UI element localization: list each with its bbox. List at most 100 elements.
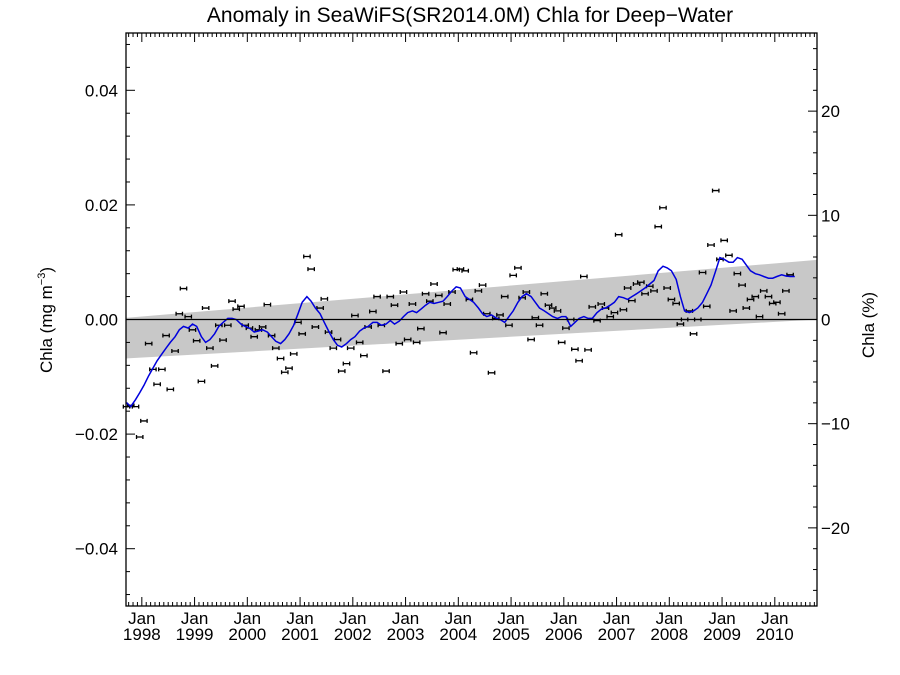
data-point — [210, 363, 219, 368]
data-point — [228, 299, 236, 304]
data-point — [303, 254, 311, 259]
data-point — [777, 311, 786, 316]
data-point — [192, 338, 201, 343]
data-point — [636, 280, 645, 285]
data-point — [386, 294, 395, 299]
data-point — [514, 265, 522, 270]
data-point — [263, 302, 272, 307]
data-point — [509, 273, 518, 278]
x-tick-label-year: 2006 — [545, 625, 583, 644]
data-point — [597, 302, 606, 307]
data-point — [527, 337, 535, 342]
data-point — [535, 323, 544, 328]
data-point — [337, 369, 346, 374]
x-tick-label-month: Jan — [392, 609, 419, 628]
x-tick-label-month: Jan — [656, 609, 683, 628]
data-point — [390, 303, 399, 308]
data-point — [171, 349, 179, 354]
data-point — [702, 304, 711, 309]
data-point — [500, 294, 509, 299]
data-point — [355, 340, 364, 345]
data-point — [733, 271, 742, 276]
x-tick-label-year: 2010 — [756, 625, 794, 644]
data-point — [751, 294, 760, 299]
data-point — [659, 205, 667, 210]
x-tick-label-month: Jan — [708, 609, 735, 628]
data-point — [667, 297, 676, 302]
data-point — [606, 314, 615, 319]
data-point — [720, 238, 729, 243]
y-axis-label-left: Chla (mg m−3) — [36, 267, 56, 373]
data-point — [623, 285, 632, 290]
y-tick-label-right: 20 — [821, 102, 840, 121]
data-point — [562, 326, 570, 331]
data-point — [439, 330, 447, 335]
data-point — [206, 346, 214, 351]
y-tick-label-right: −20 — [821, 519, 850, 538]
data-point — [474, 288, 483, 293]
data-point — [403, 337, 412, 342]
data-point — [487, 370, 496, 375]
data-point — [188, 327, 197, 332]
data-point — [742, 306, 751, 311]
data-point — [162, 333, 170, 338]
data-point — [588, 304, 597, 309]
data-point — [421, 291, 430, 296]
data-point — [369, 309, 377, 314]
data-point — [654, 224, 663, 229]
y-tick-label-right: 10 — [821, 206, 840, 225]
x-tick-label-month: Jan — [761, 609, 788, 628]
data-point — [619, 307, 628, 312]
x-tick-label-month: Jan — [181, 609, 208, 628]
data-point — [738, 283, 746, 288]
data-point — [711, 188, 720, 193]
data-point — [698, 270, 707, 275]
data-point — [399, 289, 408, 294]
x-tick-label-month: Jan — [128, 609, 155, 628]
data-point — [443, 302, 452, 307]
data-point — [430, 281, 438, 286]
data-point — [725, 253, 733, 258]
data-point — [395, 341, 404, 346]
plot-area — [123, 189, 817, 439]
data-point — [223, 323, 232, 328]
x-tick-label-year: 2001 — [281, 625, 319, 644]
data-point — [258, 324, 267, 329]
data-point — [158, 367, 166, 372]
x-tick-label-year: 1999 — [176, 625, 214, 644]
data-point — [250, 334, 259, 339]
x-tick-label-year: 2008 — [650, 625, 688, 644]
data-point — [408, 302, 417, 307]
data-point — [746, 297, 755, 302]
data-point — [575, 358, 583, 363]
data-point — [663, 285, 672, 290]
data-point — [179, 286, 188, 291]
data-point — [144, 341, 153, 346]
x-tick-label-year: 2005 — [492, 625, 530, 644]
data-point — [505, 323, 513, 328]
chart-title: Anomaly in SeaWiFS(SR2014.0M) Chla for D… — [207, 4, 733, 27]
y-tick-label-right: 0 — [821, 311, 830, 330]
data-point — [184, 314, 193, 319]
x-tick-label-year: 2000 — [228, 625, 266, 644]
y-tick-label-left: −0.04 — [75, 540, 118, 559]
data-point — [382, 369, 390, 374]
data-point — [276, 356, 285, 361]
data-point — [201, 306, 210, 311]
trend-band — [126, 259, 817, 359]
y-axis-label-left-close: ) — [37, 267, 56, 273]
data-point — [707, 243, 715, 248]
data-point — [237, 304, 245, 309]
data-point — [782, 288, 790, 293]
data-point — [298, 331, 307, 336]
data-point — [311, 324, 320, 329]
x-tick-label-year: 1998 — [123, 625, 161, 644]
data-point — [755, 314, 764, 319]
y-axis-label-right: Chla (%) — [859, 292, 878, 358]
x-tick-label-month: Jan — [497, 609, 524, 628]
data-point — [548, 306, 557, 311]
x-tick-label-month: Jan — [339, 609, 366, 628]
data-point — [346, 346, 355, 351]
data-point — [759, 288, 768, 293]
